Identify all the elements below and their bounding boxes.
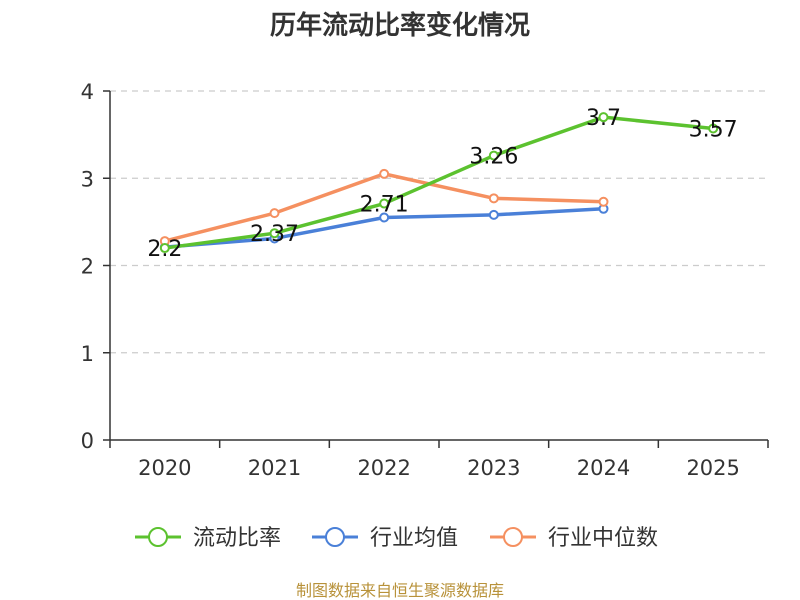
- data-label: 2.71: [360, 193, 409, 218]
- y-tick-label: 1: [81, 342, 94, 366]
- legend-label: 流动比率: [193, 526, 281, 551]
- series-group: [159, 112, 719, 254]
- y-tick-label: 0: [81, 429, 94, 453]
- source-note: 制图数据来自恒生聚源数据库: [296, 581, 504, 600]
- data-point[interactable]: [269, 228, 280, 239]
- legend-item-0[interactable]: 流动比率: [135, 526, 281, 551]
- y-tick-label: 2: [81, 255, 94, 279]
- data-label: 3.57: [689, 118, 738, 143]
- data-point[interactable]: [379, 168, 390, 179]
- data-point[interactable]: [708, 123, 719, 134]
- data-point[interactable]: [488, 209, 499, 220]
- x-tick-label: 2024: [577, 456, 630, 480]
- x-tick-label: 2022: [357, 456, 410, 480]
- x-tick-label: 2025: [686, 456, 739, 480]
- y-axis-ticks: 0 1 2 3 4: [81, 80, 110, 453]
- data-point[interactable]: [159, 243, 170, 254]
- data-point[interactable]: [488, 150, 499, 161]
- legend-item-1[interactable]: 行业均值: [312, 526, 458, 551]
- grid-lines: [110, 90, 768, 354]
- legend-marker: [148, 527, 168, 547]
- data-point[interactable]: [379, 198, 390, 209]
- data-label: 2.2: [147, 237, 182, 262]
- data-labels: 2.2 2.37 2.71 3.26 3.7 3.57: [147, 106, 737, 262]
- legend-marker: [503, 527, 523, 547]
- data-point[interactable]: [269, 208, 280, 219]
- legend-label: 行业中位数: [548, 526, 658, 551]
- chart-title: 历年流动比率变化情况: [270, 10, 530, 41]
- data-label: 3.26: [469, 145, 518, 170]
- data-label: 3.7: [586, 106, 621, 131]
- legend-item-2[interactable]: 行业中位数: [490, 526, 658, 551]
- legend-label: 行业均值: [370, 526, 458, 551]
- legend-marker: [325, 527, 345, 547]
- data-point[interactable]: [488, 193, 499, 204]
- legend[interactable]: 流动比率 行业均值 行业中位数: [135, 526, 658, 551]
- series-line-0: [163, 115, 715, 250]
- data-point[interactable]: [598, 112, 609, 123]
- x-tick-label: 2021: [248, 456, 301, 480]
- data-point[interactable]: [598, 196, 609, 207]
- x-axis-ticks: 2020 2021 2022 2023 2024 2025: [109, 440, 769, 480]
- x-tick-label: 2023: [467, 456, 520, 480]
- y-tick-label: 4: [81, 80, 94, 104]
- axes: [109, 91, 768, 441]
- data-label: 2.37: [250, 222, 299, 247]
- data-point[interactable]: [379, 212, 390, 223]
- x-tick-label: 2020: [138, 456, 191, 480]
- y-tick-label: 3: [81, 167, 94, 191]
